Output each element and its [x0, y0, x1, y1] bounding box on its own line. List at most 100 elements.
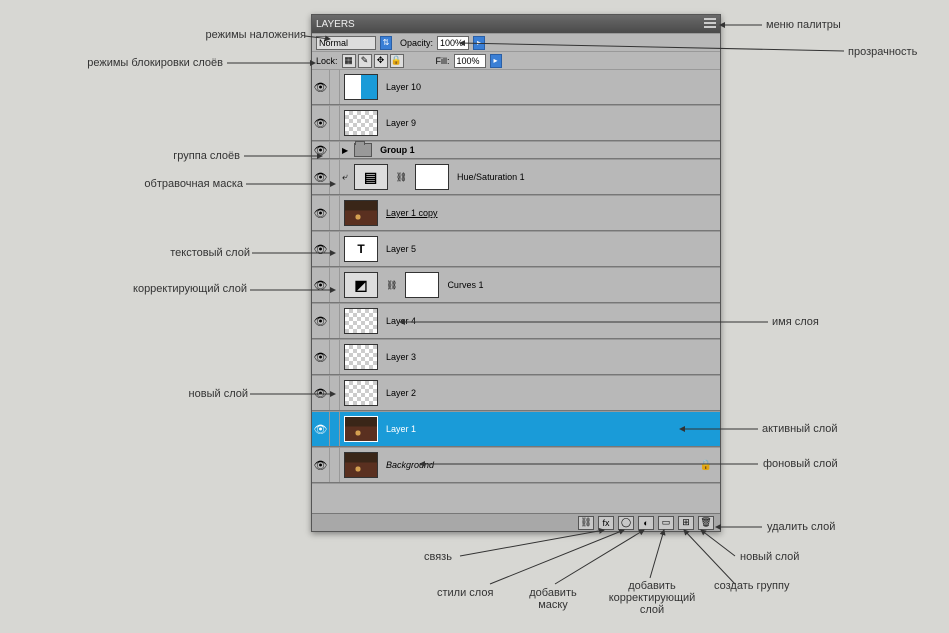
delete-button[interactable]: 🗑: [698, 516, 714, 530]
label-layer-name: имя слоя: [772, 316, 819, 328]
fx-button[interactable]: fx: [598, 516, 614, 530]
label-palette-menu: меню палитры: [766, 19, 841, 31]
visibility-icon[interactable]: 👁: [312, 340, 330, 374]
lock-row: Lock: ▦ ✎ ✥ 🔒 Fill: 100% ▸: [312, 51, 720, 69]
label-add-mask: добавить маску: [518, 587, 588, 611]
adjustment-thumb: ▤: [354, 164, 388, 190]
text-thumb: T: [344, 236, 378, 262]
layer-row[interactable]: 👁 ◩ ⛓ Curves 1: [312, 267, 720, 303]
layer-name: Group 1: [380, 145, 415, 155]
group-row[interactable]: 👁 ▶ Group 1: [312, 141, 720, 159]
lock-label: Lock:: [316, 56, 338, 66]
opacity-arrows[interactable]: ▸: [473, 36, 485, 50]
palette-menu-button[interactable]: [704, 18, 716, 28]
lock-icon: 🔒: [700, 460, 712, 471]
adjustment-thumb: ◩: [344, 272, 378, 298]
mask-thumb: [405, 272, 439, 298]
adjustment-button[interactable]: ◐: [638, 516, 654, 530]
layer-row[interactable]: 👁 Layer 10: [312, 69, 720, 105]
layer-row-active[interactable]: 👁 Layer 1: [312, 411, 720, 447]
blend-arrows[interactable]: ⇅: [380, 36, 392, 50]
layer-thumb: [344, 380, 378, 406]
visibility-icon[interactable]: 👁: [312, 304, 330, 338]
label-delete: удалить слой: [767, 521, 835, 533]
label-bg-layer: фоновый слой: [763, 458, 838, 470]
layer-row[interactable]: 👁 ⤶ ▤ ⛓ Hue/Saturation 1: [312, 159, 720, 195]
opacity-value[interactable]: 100%: [437, 36, 469, 50]
layer-name: Layer 5: [386, 244, 416, 254]
lock-icons: ▦ ✎ ✥ 🔒: [342, 54, 404, 68]
layer-name: Layer 1 copy: [386, 208, 438, 218]
clip-icon: ⤶: [342, 172, 348, 183]
layer-thumb: [344, 74, 378, 100]
layer-row[interactable]: 👁 Layer 1 copy: [312, 195, 720, 231]
layer-name: Layer 1: [386, 424, 416, 434]
layer-row[interactable]: 👁 Layer 4: [312, 303, 720, 339]
mask-button[interactable]: ◯: [618, 516, 634, 530]
layer-name: Background: [386, 460, 434, 470]
layer-row-background[interactable]: 👁 Background 🔒: [312, 447, 720, 483]
layer-thumb: [344, 416, 378, 442]
label-clip-mask: обтравочная маска: [123, 178, 243, 190]
layer-name: Layer 4: [386, 316, 416, 326]
link-icon: ⛓: [396, 172, 407, 183]
label-opacity: прозрачность: [848, 46, 917, 58]
fill-arrows[interactable]: ▸: [490, 54, 502, 68]
visibility-icon[interactable]: 👁: [312, 106, 330, 140]
layer-thumb: [344, 110, 378, 136]
visibility-icon[interactable]: 👁: [312, 142, 330, 158]
expand-icon[interactable]: ▶: [342, 146, 348, 155]
visibility-icon[interactable]: 👁: [312, 196, 330, 230]
folder-icon: [354, 143, 372, 157]
layer-row[interactable]: 👁 Layer 9: [312, 105, 720, 141]
layer-row[interactable]: 👁 T Layer 5: [312, 231, 720, 267]
layer-name: Layer 2: [386, 388, 416, 398]
fill-label: Fill:: [436, 56, 450, 66]
blend-row: Normal ⇅ Opacity: 100% ▸: [312, 33, 720, 51]
visibility-icon[interactable]: 👁: [312, 232, 330, 266]
layer-thumb: [344, 452, 378, 478]
visibility-icon[interactable]: 👁: [312, 448, 330, 482]
layers-list: 👁 Layer 10 👁 Layer 9 👁 ▶ Group 1 👁 ⤶ ▤ ⛓…: [312, 69, 720, 513]
blend-mode-select[interactable]: Normal: [316, 36, 376, 50]
fill-value[interactable]: 100%: [454, 54, 486, 68]
layer-name: Layer 3: [386, 352, 416, 362]
visibility-icon[interactable]: 👁: [312, 412, 330, 446]
label-text-layer: текстовый слой: [150, 247, 250, 259]
mask-thumb: [415, 164, 449, 190]
label-create-group: создать группу: [714, 580, 789, 592]
link-icon: ⛓: [386, 280, 397, 291]
lock-transparent-icon[interactable]: ▦: [342, 54, 356, 68]
layer-thumb: [344, 200, 378, 226]
layer-name: Layer 10: [386, 82, 421, 92]
opacity-label: Opacity:: [400, 38, 433, 48]
label-link: связь: [424, 551, 452, 563]
group-button[interactable]: ▭: [658, 516, 674, 530]
bottom-bar: ⛓ fx ◯ ◐ ▭ ⊞ 🗑: [312, 513, 720, 531]
label-adj-layer: корректирующий слой: [107, 283, 247, 295]
label-blend-modes: режимы наложения: [166, 29, 306, 41]
visibility-icon[interactable]: 👁: [312, 160, 330, 194]
visibility-icon[interactable]: 👁: [312, 268, 330, 302]
lock-position-icon[interactable]: ✥: [374, 54, 388, 68]
layer-row[interactable]: 👁 Layer 2: [312, 375, 720, 411]
lock-pixels-icon[interactable]: ✎: [358, 54, 372, 68]
label-group: группа слоёв: [160, 150, 240, 162]
layer-row[interactable]: 👁 Layer 3: [312, 339, 720, 375]
label-active: активный слой: [762, 423, 838, 435]
label-styles: стили слоя: [437, 587, 493, 599]
label-lock-modes: режимы блокировки слоёв: [63, 57, 223, 69]
label-add-adj: добавить корректирующий слой: [597, 580, 707, 616]
layer-thumb: [344, 308, 378, 334]
visibility-icon[interactable]: 👁: [312, 376, 330, 410]
layers-panel: LAYERS Normal ⇅ Opacity: 100% ▸ Lock: ▦ …: [311, 14, 721, 532]
visibility-icon[interactable]: 👁: [312, 70, 330, 104]
label-new-layer-left: новый слой: [168, 388, 248, 400]
lock-all-icon[interactable]: 🔒: [390, 54, 404, 68]
layer-thumb: [344, 344, 378, 370]
layer-name: Layer 9: [386, 118, 416, 128]
panel-header: LAYERS: [312, 15, 720, 33]
link-button[interactable]: ⛓: [578, 516, 594, 530]
new-layer-button[interactable]: ⊞: [678, 516, 694, 530]
layer-name: Curves 1: [447, 280, 483, 290]
